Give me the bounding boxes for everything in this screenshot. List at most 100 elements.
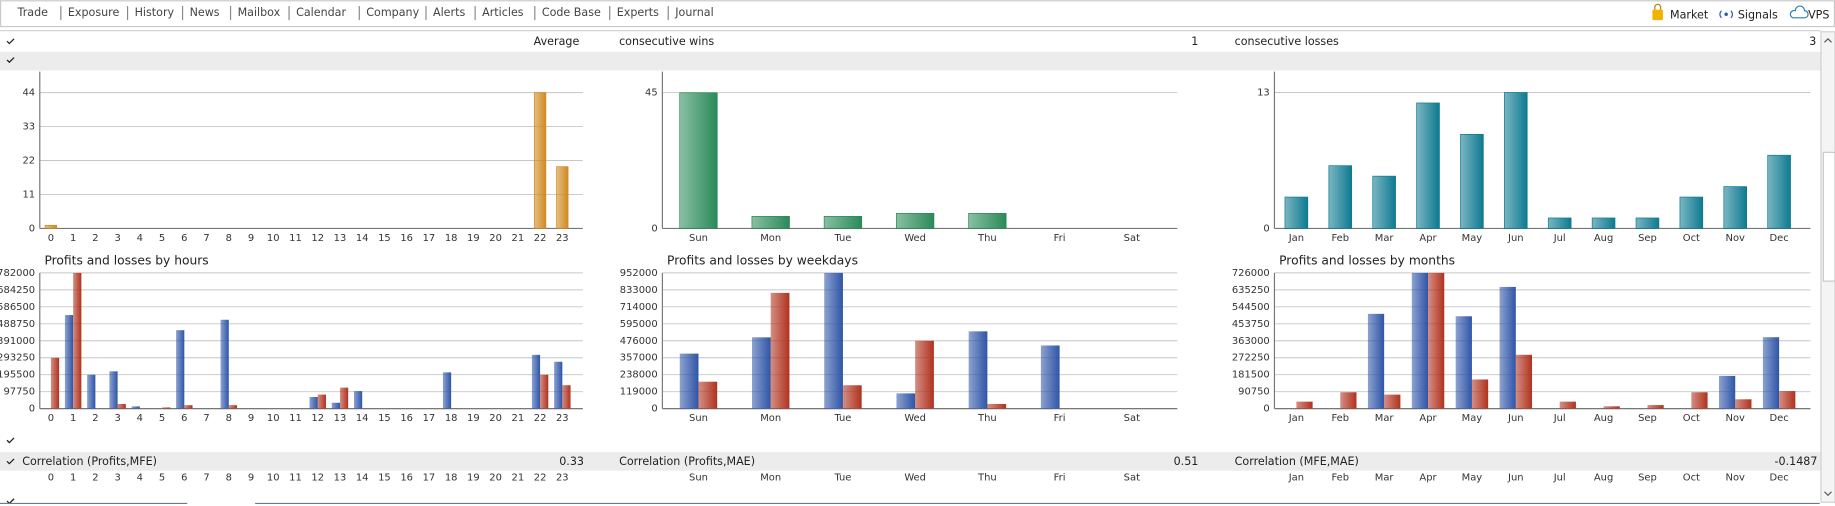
x-tick-label: Jan — [1288, 413, 1304, 424]
x-tick-label: 11 — [289, 473, 302, 484]
y-tick-label: 684250 — [0, 285, 35, 296]
bar — [220, 319, 229, 409]
toolbar-link[interactable]: Market — [1670, 8, 1709, 21]
scroll-down[interactable] — [1824, 491, 1832, 497]
bar — [1515, 354, 1533, 409]
x-tick-label: 3 — [114, 413, 120, 424]
x-tick-label: 4 — [137, 233, 143, 244]
bar — [339, 387, 349, 409]
tab[interactable]: Articles — [482, 6, 524, 19]
bar — [1504, 92, 1528, 229]
x-tick-label: 21 — [512, 233, 525, 244]
summary-value: 1 — [1191, 35, 1198, 48]
x-tick-label: 9 — [248, 233, 254, 244]
summary-value: 3 — [1809, 35, 1816, 48]
correlation-label: Correlation (MFE,MAE) — [1235, 455, 1359, 468]
x-tick-label: 23 — [556, 473, 569, 484]
x-tick-label: 17 — [423, 413, 436, 424]
x-tick-label: 14 — [356, 233, 369, 244]
bar — [1328, 165, 1353, 229]
tab[interactable]: Alerts — [433, 6, 465, 19]
x-tick-label: Jul — [1553, 413, 1566, 424]
toolbar-icons — [1652, 3, 1809, 21]
bar — [317, 394, 326, 409]
bar — [331, 402, 340, 409]
x-tick-label: 10 — [267, 233, 280, 244]
bar — [823, 216, 863, 229]
bar — [1040, 345, 1060, 409]
y-tick-label: 363000 — [1232, 336, 1270, 347]
x-tick-label: 16 — [400, 473, 413, 484]
bar — [162, 407, 171, 409]
x-tick-label: Feb — [1331, 413, 1349, 424]
x-tick-label: 2 — [92, 233, 98, 244]
x-tick-label: 0 — [48, 413, 54, 424]
vps-icon[interactable] — [1789, 5, 1809, 19]
summary-label: consecutive wins — [619, 35, 714, 48]
market-icon[interactable] — [1652, 9, 1663, 21]
x-tick-label: May — [1462, 233, 1483, 244]
tab[interactable]: History — [135, 6, 175, 19]
check — [6, 458, 15, 465]
x-tick-label: Mon — [760, 233, 781, 244]
y-tick-label: 0 — [651, 404, 657, 415]
bar — [109, 371, 118, 409]
bar — [1735, 399, 1752, 409]
x-tick-label: Aug — [1594, 473, 1613, 484]
tab[interactable]: Mailbox — [238, 6, 281, 19]
x-tick-label: 8 — [226, 473, 232, 484]
bar — [540, 374, 549, 409]
x-tick-label: 15 — [378, 473, 391, 484]
tab[interactable]: Calendar — [296, 6, 346, 19]
tab[interactable]: Company — [366, 6, 419, 19]
scroll-up[interactable] — [1824, 38, 1832, 43]
toolbar-link[interactable]: VPS — [1808, 8, 1829, 21]
x-tick-label: 7 — [203, 473, 209, 484]
correlation-label: Correlation (Profits,MAE) — [619, 455, 755, 468]
bar — [824, 272, 843, 409]
tab[interactable]: Journal — [674, 6, 713, 19]
correlation-row — [0, 451, 1821, 471]
bar — [1559, 401, 1576, 409]
signals-icon[interactable] — [1724, 12, 1728, 17]
x-tick-label: 15 — [378, 233, 391, 244]
x-tick-label: 8 — [226, 413, 232, 424]
x-tick-label: Sep — [1638, 233, 1657, 244]
x-tick-label: Thu — [977, 473, 997, 484]
bar — [679, 92, 718, 229]
x-tick-label: Feb — [1331, 233, 1349, 244]
scroll-thumb[interactable] — [1822, 151, 1835, 282]
x-tick-label: 19 — [467, 473, 480, 484]
bar — [751, 216, 790, 229]
y-tick-label: 635250 — [1232, 285, 1270, 296]
bar — [442, 372, 452, 409]
x-tick-label: 21 — [512, 473, 525, 484]
x-tick-label: 12 — [311, 473, 324, 484]
y-tick-label: 726000 — [1232, 268, 1270, 279]
x-tick-label: 10 — [267, 413, 280, 424]
x-tick-label: 20 — [489, 473, 502, 484]
y-tick-label: 0 — [29, 404, 35, 415]
y-tick-label: 0 — [651, 223, 657, 234]
correlation-value: -0.1487 — [1775, 455, 1818, 468]
bar — [1635, 217, 1660, 229]
x-tick-label: Jan — [1288, 233, 1304, 244]
toolbar-link[interactable]: Signals — [1738, 8, 1778, 21]
bar — [64, 315, 74, 409]
tab[interactable]: Code Base — [542, 6, 601, 19]
x-tick-label: Mon — [760, 413, 781, 424]
tab[interactable]: Exposure — [68, 6, 120, 19]
x-tick-label: 16 — [400, 413, 413, 424]
bar — [1284, 196, 1309, 229]
tab[interactable]: Trade — [17, 6, 49, 19]
bar — [1723, 186, 1747, 229]
tab[interactable]: News — [190, 6, 220, 19]
tab[interactable]: Experts — [617, 6, 659, 19]
x-tick-label: Feb — [1331, 473, 1349, 484]
x-tick-label: Fri — [1054, 233, 1066, 244]
bar — [1367, 313, 1385, 409]
x-tick-label: 13 — [334, 413, 347, 424]
